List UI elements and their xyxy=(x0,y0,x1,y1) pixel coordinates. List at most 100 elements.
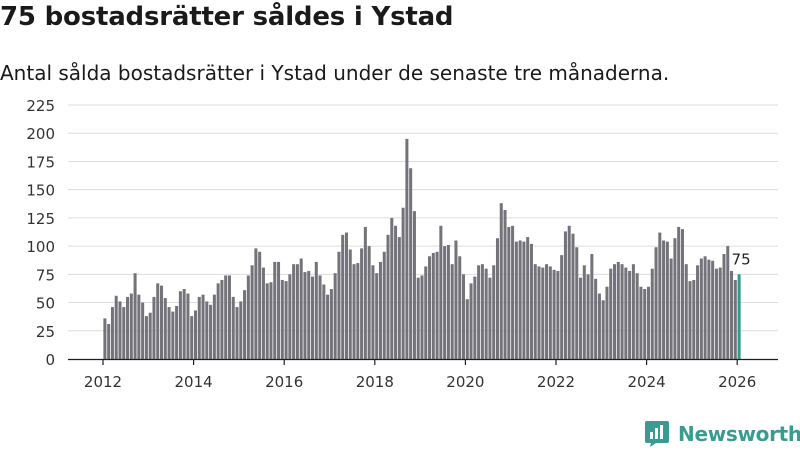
chart-subtitle: Antal sålda bostadsrätter i Ystad under … xyxy=(0,61,670,85)
bar xyxy=(439,225,443,359)
bar xyxy=(575,247,579,359)
bar xyxy=(579,277,583,359)
bar xyxy=(552,269,556,359)
bar xyxy=(733,279,737,359)
bar xyxy=(269,282,273,359)
bar xyxy=(303,272,307,359)
bar xyxy=(197,296,201,359)
bar xyxy=(337,251,341,359)
bar xyxy=(514,241,518,359)
bar xyxy=(428,256,432,359)
bar xyxy=(360,248,364,359)
bar xyxy=(492,265,496,359)
bar xyxy=(571,233,575,359)
y-tick-label: 225 xyxy=(26,97,55,115)
x-tick-label: 2024 xyxy=(628,373,666,391)
bar xyxy=(495,238,499,359)
x-tick-label: 2012 xyxy=(84,373,122,391)
bar xyxy=(133,273,137,359)
bar xyxy=(201,294,205,359)
bar xyxy=(209,304,213,359)
bar xyxy=(333,273,337,359)
bar xyxy=(465,299,469,359)
bar xyxy=(680,229,684,359)
bar xyxy=(397,237,401,359)
x-tick-label: 2020 xyxy=(446,373,484,391)
bar xyxy=(462,274,466,359)
bar xyxy=(175,305,179,359)
bar xyxy=(367,246,371,359)
bar xyxy=(216,283,220,359)
bar xyxy=(152,296,156,359)
bar xyxy=(311,276,315,359)
highlighted-bar xyxy=(737,274,741,359)
bar xyxy=(556,270,560,359)
bar xyxy=(386,234,390,359)
bar xyxy=(473,276,477,359)
bar xyxy=(711,260,715,359)
bar xyxy=(424,266,428,359)
bar xyxy=(696,265,700,359)
bar xyxy=(307,270,311,359)
bar xyxy=(326,294,330,359)
bar xyxy=(420,275,424,359)
bar xyxy=(677,226,681,359)
bar xyxy=(416,277,420,359)
bar xyxy=(371,265,375,359)
bar xyxy=(454,240,458,359)
bar xyxy=(141,302,145,359)
bar xyxy=(261,267,265,359)
bar xyxy=(318,275,322,359)
bar xyxy=(118,301,122,359)
bar xyxy=(443,246,447,359)
bar xyxy=(167,307,171,359)
bar xyxy=(178,291,182,359)
bar xyxy=(375,273,379,359)
bar xyxy=(458,256,462,359)
bar xyxy=(205,301,209,359)
bar xyxy=(526,237,530,359)
y-tick-label: 125 xyxy=(26,210,55,228)
bar xyxy=(654,247,658,359)
bar xyxy=(122,307,126,359)
bar xyxy=(182,289,186,359)
bar xyxy=(529,243,533,359)
bar xyxy=(522,241,526,359)
bar xyxy=(220,279,224,359)
y-tick-label: 100 xyxy=(26,238,55,256)
bar xyxy=(714,268,718,359)
bar xyxy=(726,246,730,359)
y-tick-label: 200 xyxy=(26,125,55,143)
bar xyxy=(280,279,284,359)
bar xyxy=(518,240,522,359)
bar xyxy=(537,266,541,359)
chart-title: 75 bostadsrätter såldes i Ystad xyxy=(0,2,454,32)
bar xyxy=(503,209,507,359)
bar xyxy=(378,261,382,359)
bar xyxy=(609,268,613,359)
bar xyxy=(277,261,281,359)
bar xyxy=(650,268,654,359)
bar xyxy=(114,295,118,359)
bar xyxy=(718,267,722,359)
brand-name: Newsworthy xyxy=(678,422,800,446)
bar xyxy=(235,307,239,359)
bar xyxy=(563,231,567,359)
x-tick-label: 2016 xyxy=(265,373,303,391)
bar xyxy=(284,281,288,359)
bar xyxy=(107,324,111,359)
bar xyxy=(673,238,677,359)
bar xyxy=(341,234,345,359)
bar xyxy=(412,211,416,359)
bar xyxy=(288,274,292,359)
bar xyxy=(590,254,594,359)
bar xyxy=(193,310,197,359)
bar xyxy=(703,256,707,359)
bar xyxy=(560,255,564,359)
bar xyxy=(405,138,409,359)
bar xyxy=(295,264,299,359)
bar xyxy=(409,168,413,359)
bar xyxy=(126,296,130,359)
bar xyxy=(586,274,590,359)
